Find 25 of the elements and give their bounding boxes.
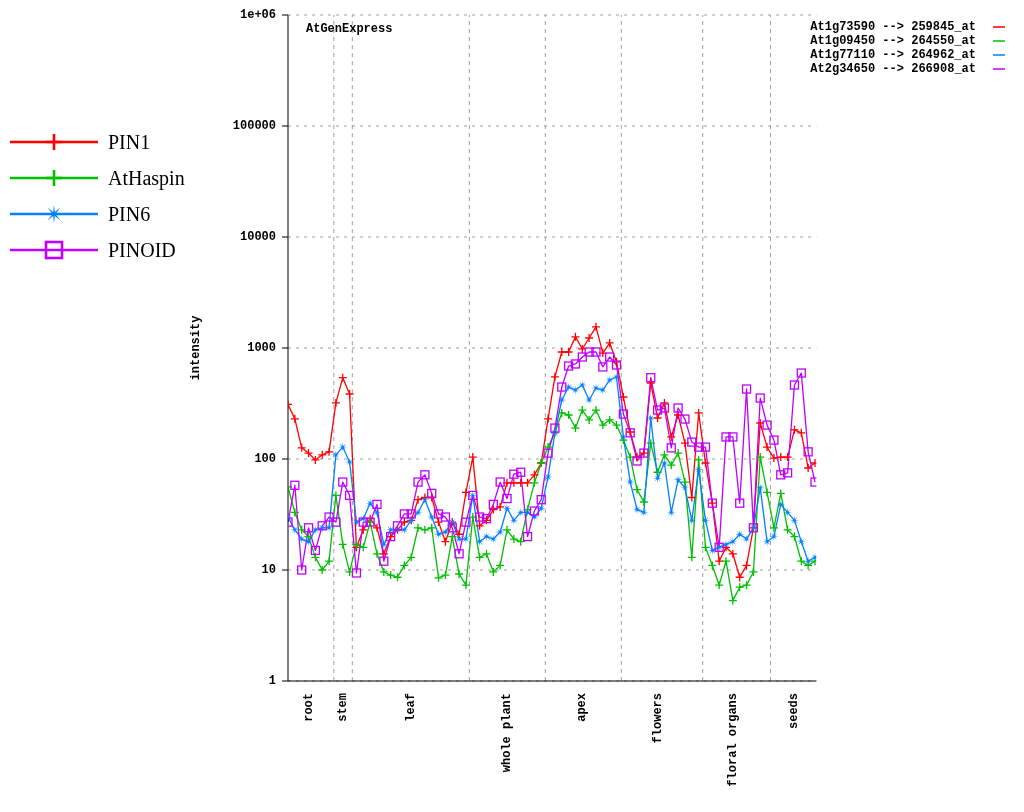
text: PIN6 [108,202,151,226]
x-tick-label: apex [575,693,590,722]
x-tick-label: root [301,693,316,722]
text: PINOID [108,238,176,262]
y-axis-title: intensity [189,315,203,381]
y-tick-label: 1000 [247,341,276,355]
legend-label: At1g09450 --> 264550_at [810,34,976,48]
y-tick-label: 100 [254,452,276,466]
text: PIN1 [108,130,151,154]
y-tick-label: 1e+06 [239,8,276,22]
y-tick-label: 1 [268,674,276,688]
text: AtGenExpress [306,22,393,36]
text: AtHaspin [108,166,185,190]
x-tick-label: stem [335,693,350,722]
legend-label: At1g73590 --> 259845_at [810,20,976,34]
y-tick-label: 10000 [239,230,276,244]
y-tick-label: 100000 [232,119,276,133]
x-tick-label: leaf [404,693,419,722]
x-tick-label: flowers [650,693,665,744]
x-tick-label: floral organs [725,693,740,787]
x-tick-label: whole plant [500,693,515,773]
legend-label: At1g77110 --> 264962_at [810,48,976,62]
x-tick-label: seeds [787,693,802,730]
y-tick-label: 10 [261,563,276,577]
legend-label: At2g34650 --> 266908_at [810,62,976,76]
